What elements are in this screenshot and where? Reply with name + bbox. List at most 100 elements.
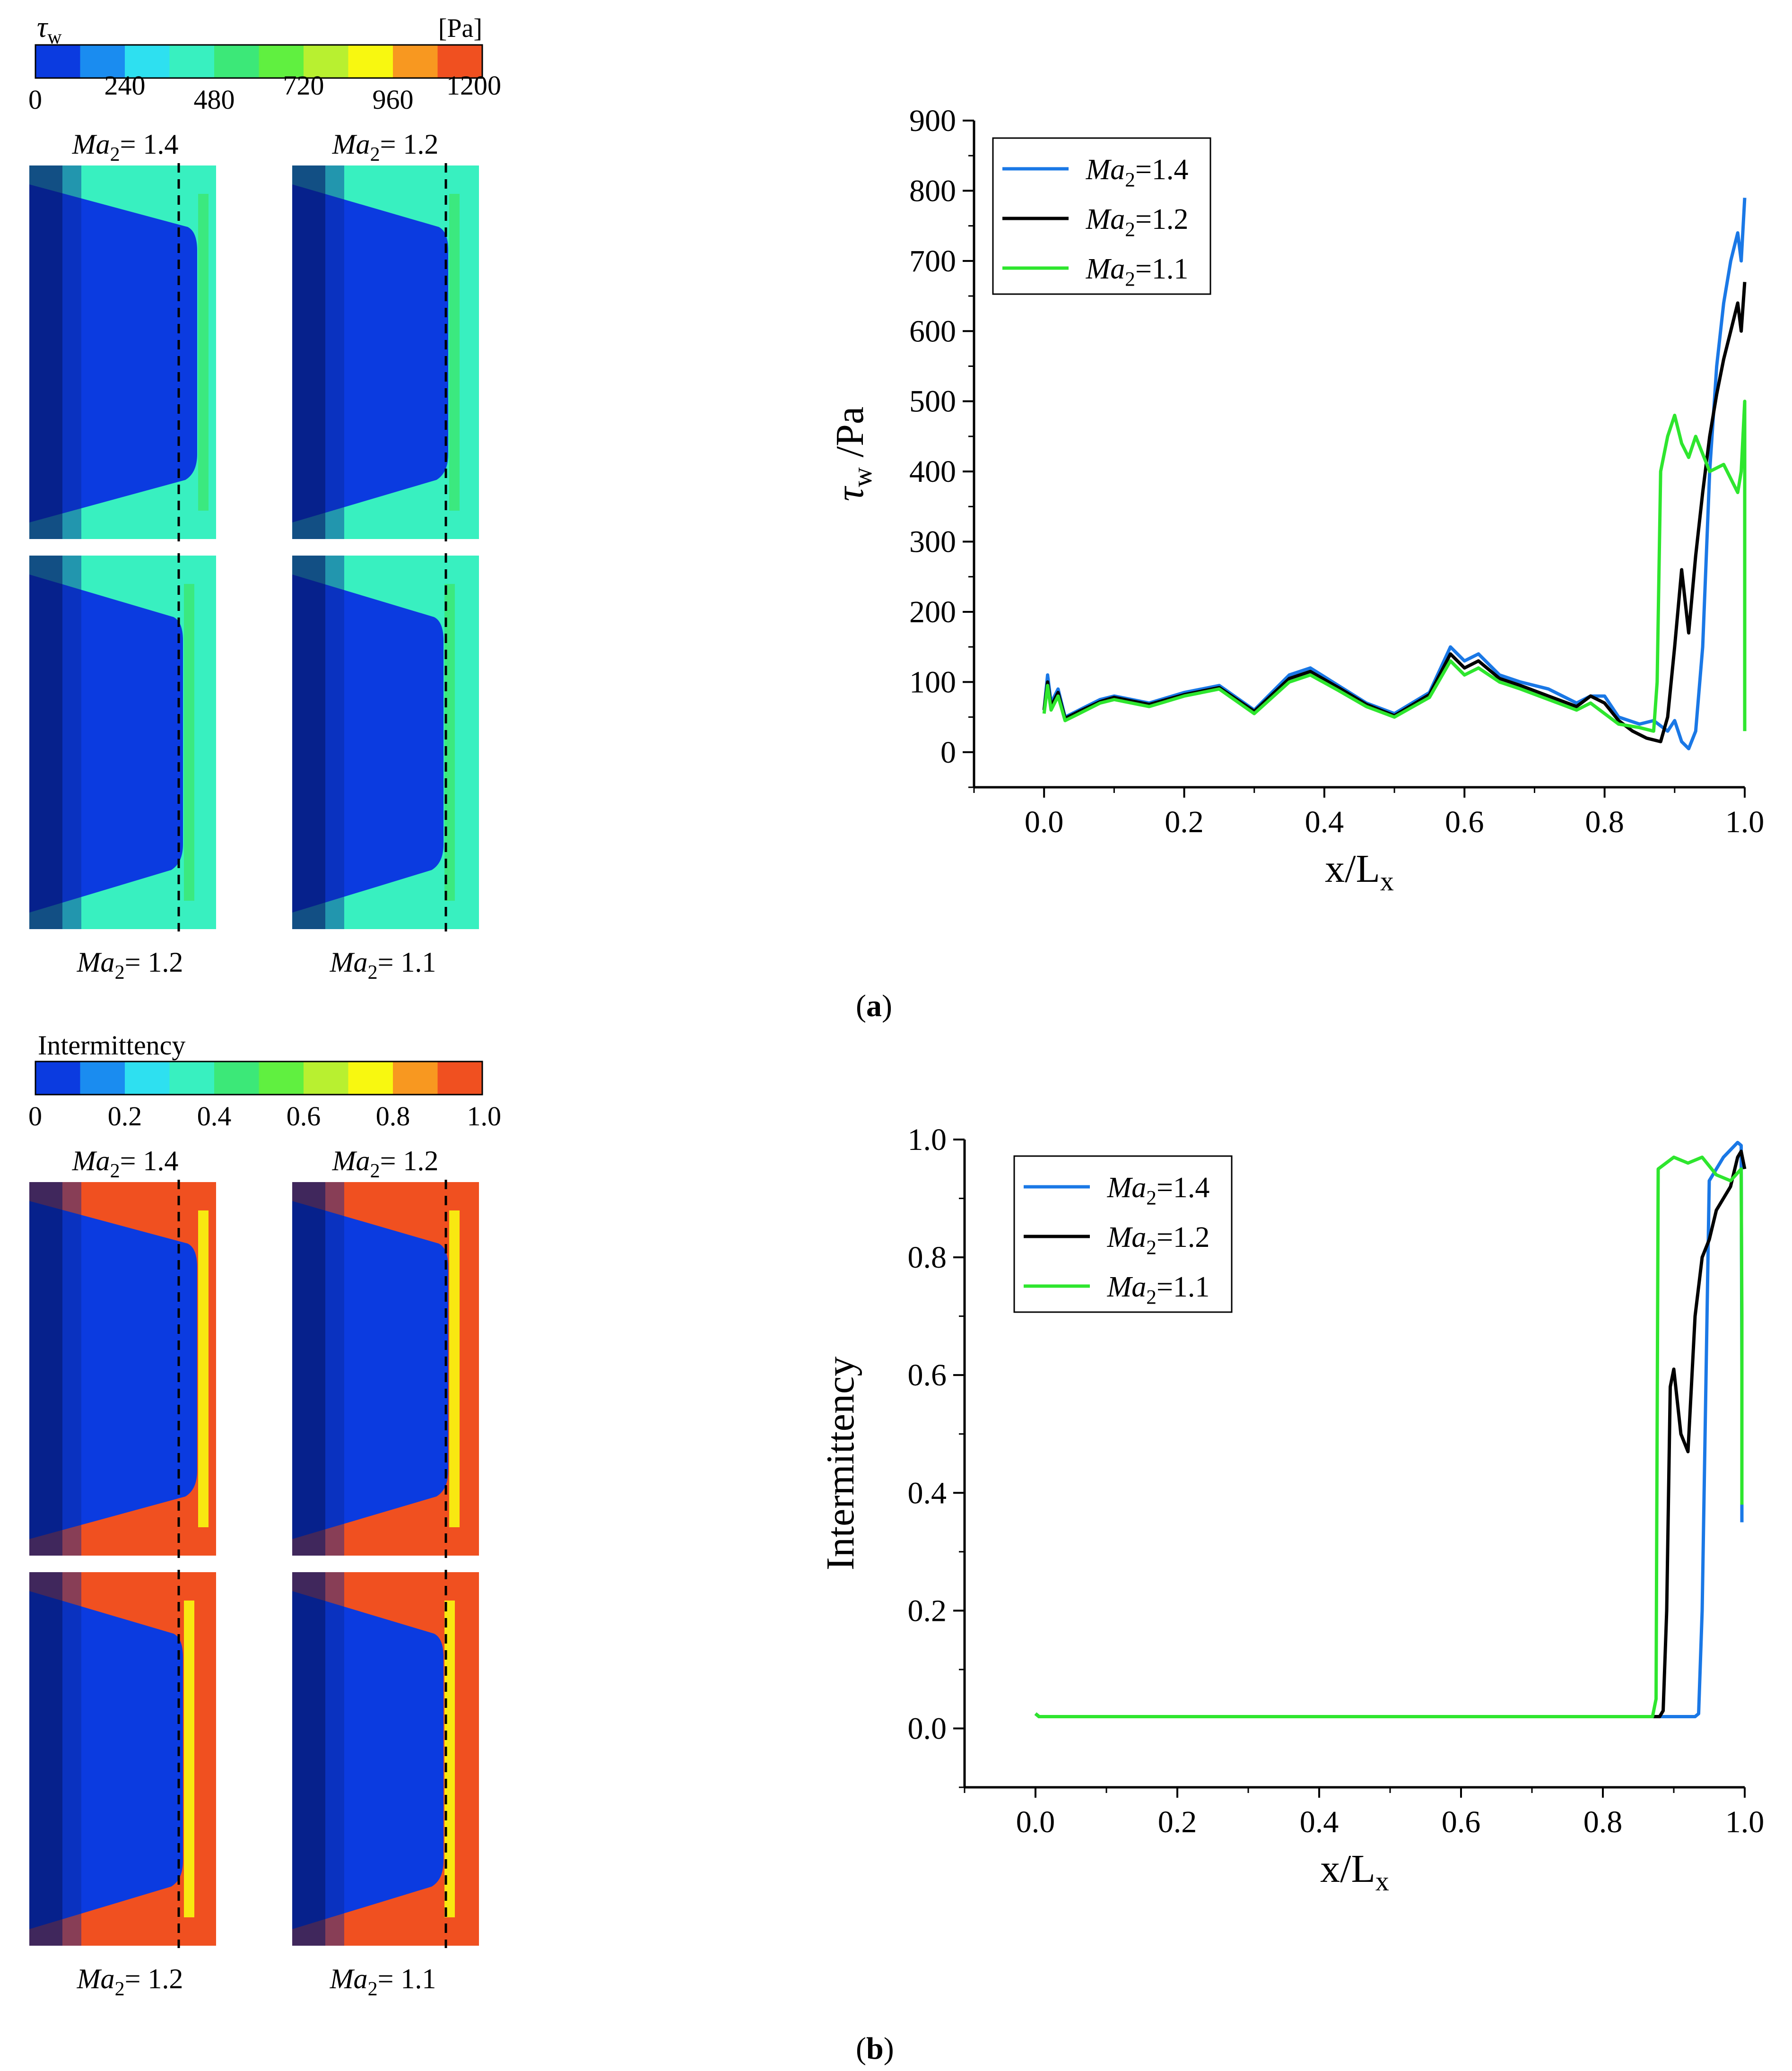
x-tick-label: 0.6: [1442, 1805, 1481, 1839]
leading-edge-gradient: [325, 1572, 344, 1946]
y-tick-label: 300: [909, 525, 956, 559]
label-subscript: 2: [1146, 1286, 1157, 1309]
contour-panel: [29, 163, 216, 541]
label-ma: Ma: [1086, 154, 1125, 186]
transition-strip: [444, 1601, 455, 1917]
contour-panel: [29, 553, 216, 931]
x-tick-label: 1.0: [1725, 1805, 1765, 1839]
transition-strip: [184, 1601, 194, 1917]
series-line-ma211: [1034, 1155, 1744, 1718]
y-tick-label: 400: [909, 454, 956, 489]
colorbar-frame: [35, 1061, 483, 1096]
leading-edge-gradient: [325, 1182, 344, 1556]
laminar-region: [29, 574, 183, 913]
panel-label-top-right: Ma2= 1.2: [332, 129, 439, 165]
contour-panel: [292, 1570, 479, 1948]
leading-edge-shade: [29, 165, 62, 539]
leading-edge-shade: [292, 556, 325, 929]
label-value: = 1.4: [120, 1145, 179, 1176]
label-value: = 1.4: [120, 129, 179, 160]
colorbar-segment: [169, 45, 215, 78]
series-line-ma211: [1042, 400, 1747, 733]
x-tick-label: 0.0: [1016, 1805, 1055, 1839]
laminar-region: [29, 1591, 183, 1929]
y-axis-label: Intermittency: [818, 1357, 862, 1570]
laminar-region: [29, 1201, 197, 1539]
transition-strip: [449, 1210, 460, 1527]
colorbar-segment: [348, 1062, 393, 1095]
label-ma: Ma: [72, 1145, 110, 1176]
y-tick-label: 900: [909, 104, 956, 138]
colorbar-segment: [80, 45, 125, 78]
label-ma: Ma: [1107, 1172, 1147, 1204]
y-tick-label: 500: [909, 384, 956, 419]
shear-stress-chart: 0.0 0.2 0.4 0.6 0.8 1.0 0 100 200 300 400 500 600 700…: [828, 104, 1764, 896]
y-tick-label: 1.0: [908, 1123, 947, 1157]
x-axis-label: x/Lx: [1320, 1847, 1389, 1897]
colorbar-segment: [437, 45, 483, 78]
leading-edge-gradient: [62, 1572, 81, 1946]
x-tick-label: 0.2: [1158, 1805, 1197, 1839]
panel-label-top-left: Ma2= 1.4: [72, 129, 179, 165]
label-subscript: 2: [110, 144, 120, 165]
contour-panel: [29, 1570, 216, 1948]
transition-strip: [444, 584, 455, 901]
label-value: =1.1: [1157, 1271, 1209, 1303]
y-tick-label: 600: [909, 314, 956, 348]
colorbar-tick-label: 0: [28, 84, 42, 115]
label-ma: Ma: [1086, 253, 1125, 285]
x-tick-label: 0.8: [1583, 1805, 1623, 1839]
colorbar-tick-label: 0.8: [376, 1101, 410, 1131]
y-axis-label: τw /Pa: [828, 407, 878, 501]
leading-edge-gradient: [325, 165, 344, 539]
colorbar-tick-label: 480: [194, 84, 235, 115]
contour-panel: [292, 163, 479, 541]
y-tick-label: 0.4: [908, 1476, 947, 1510]
y-tick-label: 0.8: [908, 1240, 947, 1275]
y-tick-label: 800: [909, 174, 956, 208]
colorbar-title: τw: [37, 11, 62, 48]
x-tick-label: 0.6: [1445, 805, 1484, 839]
colorbar-segment: [35, 45, 81, 78]
panel-label-top-left: Ma2= 1.4: [72, 1145, 179, 1182]
colorbar-segment: [169, 1062, 215, 1095]
label-subscript: 2: [368, 962, 378, 983]
label-value: = 1.2: [380, 129, 439, 160]
legend-label: Ma2=1.1: [1107, 1271, 1210, 1309]
colorbar-title: Intermittency: [38, 1030, 185, 1061]
label-ma: Ma: [77, 947, 115, 978]
label-subscript: 2: [1146, 1187, 1157, 1210]
colorbar-tick-label: 0: [28, 1101, 42, 1131]
label-ma: Ma: [1107, 1221, 1147, 1253]
colorbar-segment: [80, 1062, 125, 1095]
label-ma: Ma: [1086, 203, 1125, 235]
colorbar-segment: [393, 45, 438, 78]
y-axis-label-sub: w: [847, 467, 878, 487]
colorbar-tick-label: 240: [104, 70, 146, 101]
panel-a-caption: (a): [856, 989, 892, 1023]
label-subscript: 2: [1125, 218, 1135, 241]
leading-edge-shade: [29, 1182, 62, 1556]
colorbar-segment: [437, 1062, 483, 1095]
leading-edge-shade: [29, 556, 62, 929]
label-ma: Ma: [72, 129, 110, 160]
colorbar-frame: [35, 44, 483, 79]
panel-label-bottom-left: Ma2= 1.2: [77, 1963, 183, 2000]
panel-a-label: a: [866, 989, 882, 1023]
label-subscript: 2: [1125, 169, 1135, 191]
leading-edge-gradient: [62, 556, 81, 929]
x-tick-label: 0.8: [1585, 805, 1624, 839]
panel-b-caption: (b): [856, 2031, 894, 2066]
leading-edge-shade: [292, 1572, 325, 1946]
label-ma: Ma: [332, 1145, 370, 1176]
contour-panel: [292, 1180, 479, 1558]
transition-strip: [198, 1210, 209, 1527]
laminar-region: [292, 1591, 444, 1929]
colorbar-segment: [348, 45, 393, 78]
legend-label: Ma2=1.4: [1086, 154, 1189, 191]
leading-edge-gradient: [62, 1182, 81, 1556]
colorbar-segment: [259, 45, 304, 78]
y-tick-label: 100: [909, 665, 956, 699]
legend-box: [992, 137, 1211, 295]
